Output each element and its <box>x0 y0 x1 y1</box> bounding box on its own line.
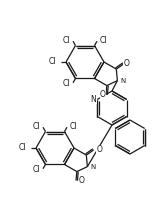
Text: O: O <box>79 176 85 185</box>
Text: N: N <box>90 164 96 170</box>
Text: Cl: Cl <box>33 165 41 174</box>
Text: O: O <box>124 60 130 68</box>
Text: Cl: Cl <box>99 36 107 45</box>
Text: Cl: Cl <box>33 122 41 131</box>
Text: O: O <box>97 145 103 154</box>
Text: Cl: Cl <box>63 79 71 88</box>
Text: Cl: Cl <box>63 36 71 45</box>
Text: Cl: Cl <box>69 122 77 131</box>
Text: O: O <box>100 90 106 99</box>
Text: Cl: Cl <box>49 58 56 66</box>
Text: N: N <box>120 78 126 84</box>
Text: N: N <box>91 95 96 104</box>
Text: Cl: Cl <box>18 143 26 152</box>
